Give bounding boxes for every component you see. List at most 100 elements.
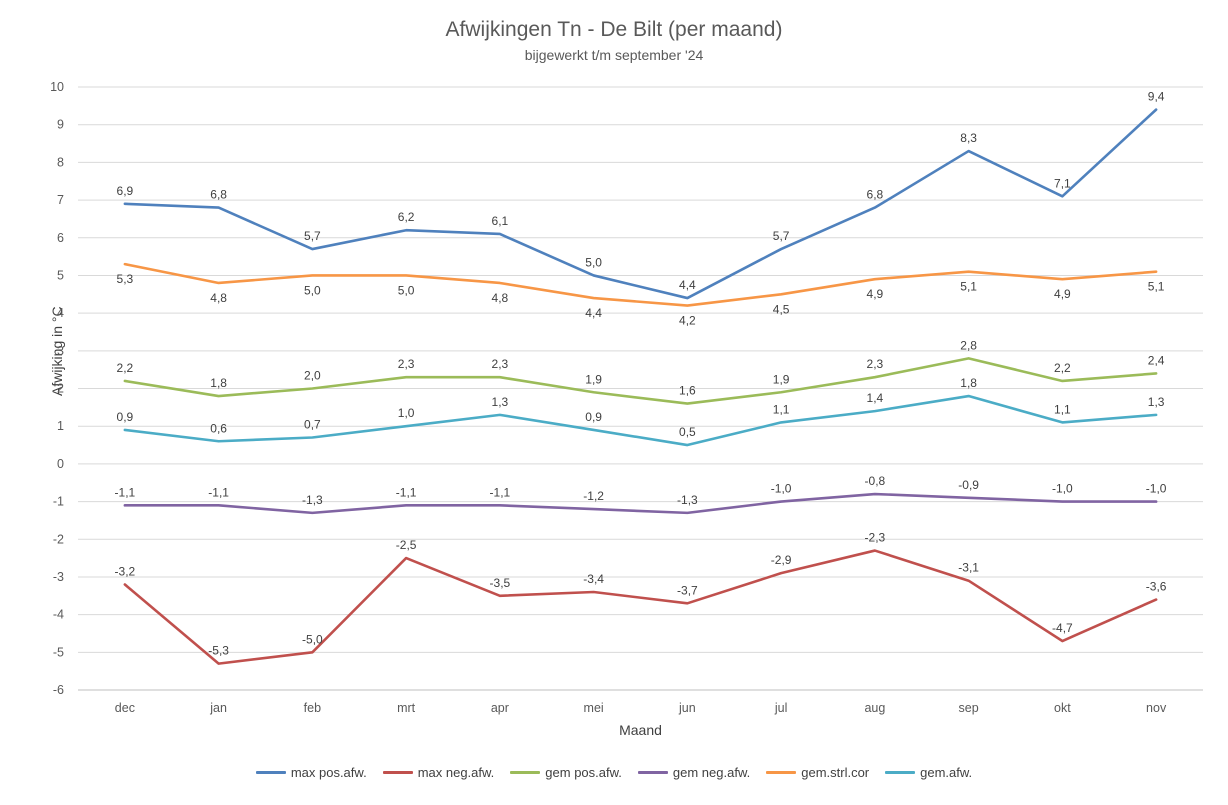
data-label: 5,1 (960, 280, 977, 294)
series-line (123, 394, 1158, 447)
data-label: 5,7 (304, 229, 321, 243)
legend-label: max neg.afw. (417, 765, 495, 780)
chart-title: Afwijkingen Tn - De Bilt (per maand) (445, 18, 783, 41)
data-label: 5,0 (585, 255, 602, 269)
data-label: 2,0 (304, 369, 321, 383)
data-label: 4,8 (492, 291, 509, 305)
data-label: 1,4 (867, 391, 884, 405)
data-label: 4,2 (679, 314, 696, 328)
data-label: 1,8 (210, 376, 227, 390)
legend-item: max pos.afw. (255, 765, 367, 780)
data-label: 1,9 (773, 372, 790, 386)
y-tick-label: 1 (57, 419, 64, 433)
data-label: 2,8 (960, 338, 977, 352)
data-label: -3,2 (115, 564, 136, 578)
data-label: 6,2 (398, 210, 415, 224)
legend-marker (382, 771, 413, 774)
data-label: -3,1 (958, 561, 979, 575)
data-label: -3,6 (1146, 580, 1167, 594)
y-tick-label: -5 (53, 645, 64, 659)
y-tick-label: 7 (57, 193, 64, 207)
series-line (123, 262, 1158, 307)
data-label: 2,4 (1148, 353, 1165, 367)
legend-label: max pos.afw. (290, 765, 367, 780)
data-label: -5,0 (302, 632, 323, 646)
legend-label: gem.afw. (920, 765, 973, 780)
data-label: 1,1 (773, 402, 790, 416)
y-tick-label: 5 (57, 268, 64, 282)
data-label: 0,7 (304, 417, 321, 431)
data-label: 4,9 (1054, 287, 1071, 301)
data-label: 1,3 (1148, 395, 1165, 409)
legend-item: gem pos.afw. (510, 765, 622, 780)
legend-item: gem.strl.cor (766, 765, 869, 780)
y-tick-label: -3 (53, 570, 64, 584)
x-tick-label: dec (115, 701, 135, 715)
data-label: 2,2 (1054, 361, 1071, 375)
data-label: 1,3 (492, 395, 509, 409)
data-label: 2,3 (492, 357, 509, 371)
legend-item: gem neg.afw. (637, 765, 750, 780)
data-label: -1,2 (583, 489, 604, 503)
data-label: 0,9 (585, 410, 602, 424)
x-tick-label: apr (491, 701, 509, 715)
data-label: 1,0 (398, 406, 415, 420)
x-tick-label: jul (774, 701, 788, 715)
y-tick-label: 9 (57, 118, 64, 132)
data-label: 4,9 (867, 287, 884, 301)
x-tick-label: sep (959, 701, 979, 715)
data-label: -1,1 (396, 485, 417, 499)
data-label: -1,1 (208, 485, 229, 499)
y-tick-label: 6 (57, 231, 64, 245)
y-tick-label: 2 (57, 382, 64, 396)
data-label: -1,3 (302, 493, 323, 507)
legend-item: gem.afw. (885, 765, 972, 780)
data-label: 5,0 (398, 283, 415, 297)
x-tick-label: okt (1054, 701, 1071, 715)
data-label: 5,7 (773, 229, 790, 243)
x-tick-label: aug (864, 701, 885, 715)
data-label: 2,2 (117, 361, 134, 375)
legend-label: gem pos.afw. (545, 765, 622, 780)
data-label: 6,8 (867, 188, 884, 202)
data-label: 8,3 (960, 131, 977, 145)
data-label: -1,0 (1146, 482, 1167, 496)
y-tick-label: 10 (50, 80, 64, 94)
data-label: 5,1 (1148, 280, 1165, 294)
data-label: 1,9 (585, 372, 602, 386)
data-label: 6,9 (117, 184, 134, 198)
data-label: -1,3 (677, 493, 698, 507)
data-label: 6,8 (210, 188, 227, 202)
data-label: -0,8 (865, 474, 886, 488)
data-label: 4,4 (585, 306, 602, 320)
data-label: 1,8 (960, 376, 977, 390)
data-label: 4,5 (773, 302, 790, 316)
y-tick-label: -1 (53, 495, 64, 509)
y-tick-label: 3 (57, 344, 64, 358)
x-tick-label: feb (304, 701, 321, 715)
data-label: -1,1 (115, 485, 136, 499)
data-label: 2,3 (867, 357, 884, 371)
y-tick-label: -6 (53, 683, 64, 697)
legend-marker (885, 771, 916, 774)
data-label: 5,0 (304, 283, 321, 297)
y-tick-label: 8 (57, 155, 64, 169)
data-label: 6,1 (492, 214, 509, 228)
legend-marker (637, 771, 668, 774)
data-label: -1,0 (771, 482, 792, 496)
data-label: 2,3 (398, 357, 415, 371)
x-axis-title: Maand (619, 722, 662, 738)
series-line (123, 357, 1158, 405)
data-label: 5,3 (117, 272, 134, 286)
y-tick-label: -2 (53, 532, 64, 546)
series-line (123, 108, 1158, 300)
data-label: 0,9 (117, 410, 134, 424)
data-label: 4,8 (210, 291, 227, 305)
legend-marker (255, 771, 286, 774)
data-label: 1,6 (679, 384, 696, 398)
data-label: -1,0 (1052, 482, 1073, 496)
series-line (123, 492, 1158, 515)
data-label: -5,3 (208, 644, 229, 658)
